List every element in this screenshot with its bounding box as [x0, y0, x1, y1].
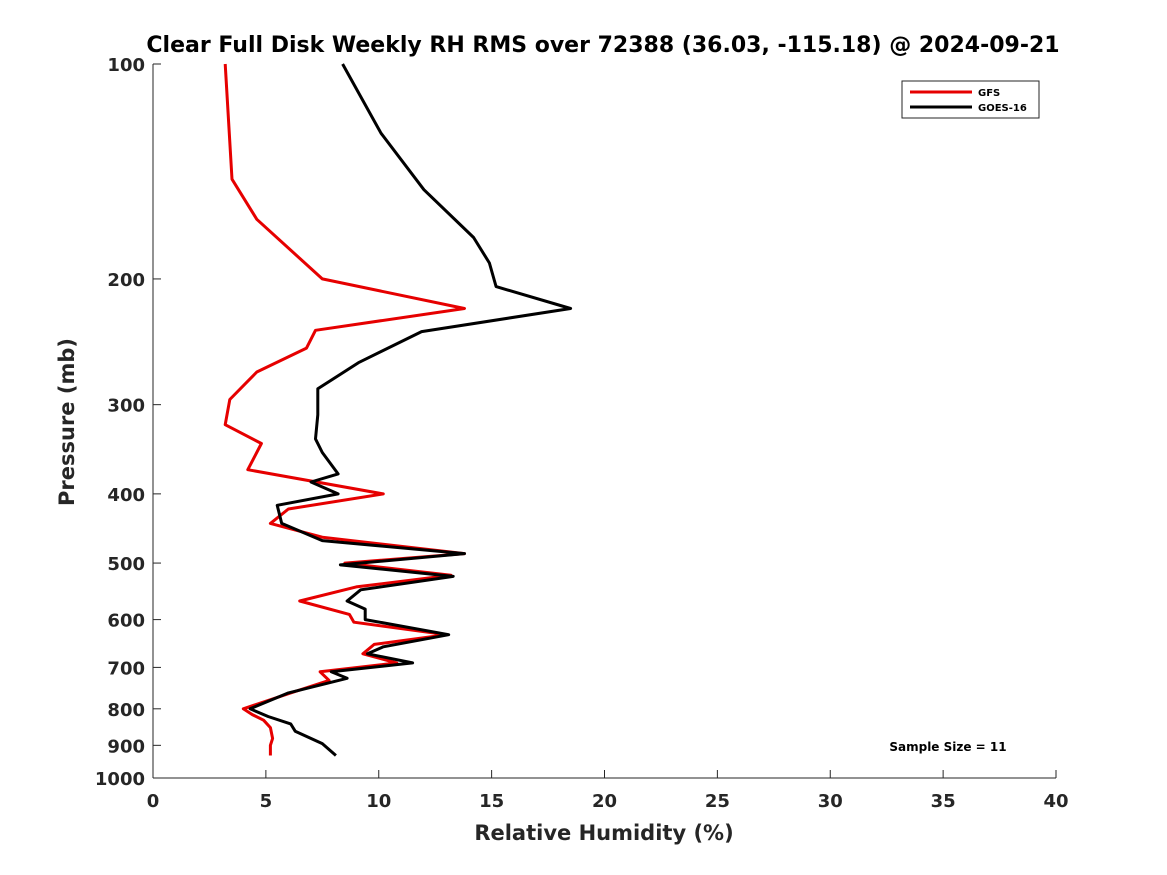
y-tick-label: 600	[107, 611, 145, 632]
x-tick-label: 5	[260, 791, 273, 812]
y-tick-label: 700	[107, 658, 145, 679]
series-group	[223, 63, 573, 757]
x-tick-label: 25	[705, 791, 730, 812]
chart-title: Clear Full Disk Weekly RH RMS over 72388…	[146, 33, 1059, 58]
y-tick-label: 100	[107, 55, 145, 76]
series-line-gfs	[223, 63, 466, 756]
y-tick-label: 900	[107, 736, 145, 757]
x-tick-label: 30	[818, 791, 843, 812]
sample-size-annotation: Sample Size = 11	[889, 740, 1006, 754]
x-tick-label: 15	[479, 791, 504, 812]
y-tick-label: 400	[107, 485, 145, 506]
legend-box	[901, 80, 1040, 119]
y-tick-label: 800	[107, 700, 145, 721]
x-tick-label: 35	[931, 791, 956, 812]
x-tick-label: 0	[147, 791, 160, 812]
x-tick-label: 10	[366, 791, 391, 812]
series-line-goes-16	[248, 63, 573, 757]
legend-label-goes-16: GOES-16	[978, 103, 1027, 114]
x-tick-label: 40	[1043, 791, 1068, 812]
y-tick-label: 300	[107, 396, 145, 417]
legend-label-gfs: GFS	[978, 88, 1000, 99]
y-axis-label: Pressure (mb)	[55, 338, 79, 506]
legend: GFS GOES-16	[901, 80, 1040, 119]
axes: 0 5 10 15 20 25 30 35 40 100 200 300 400 500 600 700 800…	[95, 55, 1069, 812]
x-tick-label: 20	[592, 791, 617, 812]
y-tick-label: 200	[107, 270, 145, 291]
y-tick-label: 500	[107, 554, 145, 575]
x-axis-label: Relative Humidity (%)	[474, 821, 733, 845]
y-tick-label: 1000	[95, 769, 145, 790]
